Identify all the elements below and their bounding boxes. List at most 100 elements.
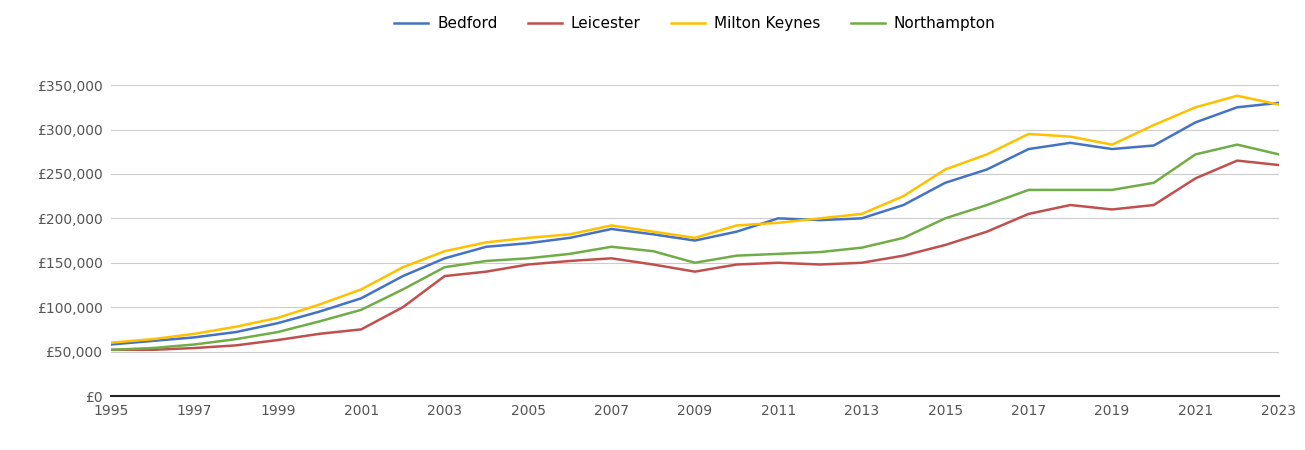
Milton Keynes xyxy=(228,324,244,329)
Bedford xyxy=(770,216,786,221)
Northampton xyxy=(604,244,620,249)
Line: Leicester: Leicester xyxy=(111,161,1279,350)
Bedford xyxy=(646,232,662,237)
Milton Keynes xyxy=(437,248,453,254)
Leicester xyxy=(770,260,786,265)
Milton Keynes xyxy=(686,235,702,241)
Milton Keynes xyxy=(1104,142,1120,147)
Bedford xyxy=(1062,140,1078,145)
Leicester xyxy=(479,269,495,274)
Bedford xyxy=(604,226,620,232)
Leicester xyxy=(812,262,827,267)
Leicester xyxy=(228,342,244,348)
Northampton xyxy=(895,235,911,241)
Northampton xyxy=(770,251,786,256)
Leicester xyxy=(604,256,620,261)
Northampton xyxy=(145,345,161,351)
Milton Keynes xyxy=(1229,93,1245,99)
Bedford xyxy=(937,180,953,185)
Milton Keynes xyxy=(479,239,495,245)
Northampton xyxy=(1021,187,1036,193)
Bedford xyxy=(187,335,202,340)
Line: Northampton: Northampton xyxy=(111,144,1279,350)
Northampton xyxy=(686,260,702,265)
Northampton xyxy=(437,265,453,270)
Leicester xyxy=(1188,176,1203,181)
Milton Keynes xyxy=(728,223,744,228)
Bedford xyxy=(1271,100,1287,106)
Leicester xyxy=(728,262,744,267)
Northampton xyxy=(979,202,994,208)
Bedford xyxy=(103,342,119,347)
Northampton xyxy=(1062,187,1078,193)
Milton Keynes xyxy=(521,235,536,241)
Milton Keynes xyxy=(1021,131,1036,137)
Bedford xyxy=(437,256,453,261)
Milton Keynes xyxy=(812,216,827,221)
Bedford xyxy=(562,235,578,241)
Bedford xyxy=(270,320,286,326)
Bedford xyxy=(479,244,495,249)
Leicester xyxy=(521,262,536,267)
Leicester xyxy=(853,260,869,265)
Bedford xyxy=(1229,104,1245,110)
Bedford xyxy=(395,274,411,279)
Northampton xyxy=(354,307,369,313)
Northampton xyxy=(1146,180,1161,185)
Northampton xyxy=(187,342,202,347)
Leicester xyxy=(145,347,161,352)
Leicester xyxy=(646,262,662,267)
Milton Keynes xyxy=(1146,122,1161,128)
Leicester xyxy=(686,269,702,274)
Northampton xyxy=(646,248,662,254)
Bedford xyxy=(728,229,744,234)
Northampton xyxy=(270,329,286,335)
Leicester xyxy=(270,338,286,343)
Milton Keynes xyxy=(312,302,328,307)
Line: Bedford: Bedford xyxy=(111,103,1279,345)
Milton Keynes xyxy=(187,331,202,337)
Milton Keynes xyxy=(604,223,620,228)
Northampton xyxy=(395,287,411,292)
Milton Keynes xyxy=(354,287,369,292)
Bedford xyxy=(228,329,244,335)
Leicester xyxy=(1271,162,1287,168)
Northampton xyxy=(853,245,869,250)
Milton Keynes xyxy=(1271,102,1287,108)
Northampton xyxy=(1188,152,1203,157)
Leicester xyxy=(437,274,453,279)
Milton Keynes xyxy=(853,211,869,216)
Bedford xyxy=(1188,120,1203,125)
Milton Keynes xyxy=(562,232,578,237)
Milton Keynes xyxy=(979,152,994,157)
Bedford xyxy=(1104,146,1120,152)
Northampton xyxy=(728,253,744,258)
Leicester xyxy=(895,253,911,258)
Milton Keynes xyxy=(1188,104,1203,110)
Milton Keynes xyxy=(1062,134,1078,140)
Bedford xyxy=(1146,143,1161,148)
Northampton xyxy=(937,216,953,221)
Northampton xyxy=(521,256,536,261)
Bedford xyxy=(312,309,328,314)
Leicester xyxy=(1229,158,1245,163)
Bedford xyxy=(521,240,536,246)
Northampton xyxy=(562,251,578,256)
Bedford xyxy=(853,216,869,221)
Milton Keynes xyxy=(937,167,953,172)
Northampton xyxy=(812,249,827,255)
Leicester xyxy=(1062,202,1078,208)
Leicester xyxy=(312,331,328,337)
Northampton xyxy=(228,337,244,342)
Leicester xyxy=(1104,207,1120,212)
Leicester xyxy=(937,242,953,248)
Bedford xyxy=(686,238,702,243)
Northampton xyxy=(479,258,495,264)
Bedford xyxy=(354,296,369,301)
Legend: Bedford, Leicester, Milton Keynes, Northampton: Bedford, Leicester, Milton Keynes, North… xyxy=(388,10,1002,37)
Milton Keynes xyxy=(103,340,119,346)
Bedford xyxy=(979,167,994,172)
Milton Keynes xyxy=(770,220,786,225)
Bedford xyxy=(145,338,161,344)
Leicester xyxy=(1146,202,1161,208)
